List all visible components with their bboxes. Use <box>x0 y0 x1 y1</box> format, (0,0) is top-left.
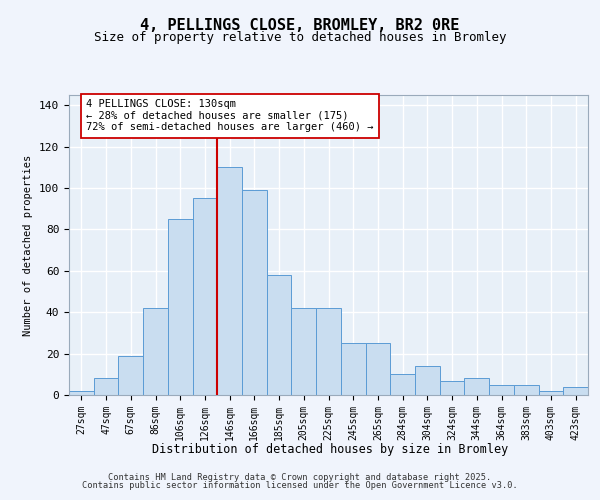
Text: Contains public sector information licensed under the Open Government Licence v3: Contains public sector information licen… <box>82 482 518 490</box>
Bar <box>440 380 464 395</box>
Bar <box>168 219 193 395</box>
Bar <box>514 384 539 395</box>
Bar <box>292 308 316 395</box>
Text: Distribution of detached houses by size in Bromley: Distribution of detached houses by size … <box>152 442 508 456</box>
Bar <box>316 308 341 395</box>
Bar <box>118 356 143 395</box>
Bar <box>539 391 563 395</box>
Bar <box>489 384 514 395</box>
Bar <box>365 344 390 395</box>
Text: Contains HM Land Registry data © Crown copyright and database right 2025.: Contains HM Land Registry data © Crown c… <box>109 472 491 482</box>
Bar <box>242 190 267 395</box>
Bar <box>415 366 440 395</box>
Bar <box>390 374 415 395</box>
Bar <box>563 386 588 395</box>
Bar <box>193 198 217 395</box>
Bar <box>464 378 489 395</box>
Bar <box>341 344 365 395</box>
Text: 4 PELLINGS CLOSE: 130sqm
← 28% of detached houses are smaller (175)
72% of semi-: 4 PELLINGS CLOSE: 130sqm ← 28% of detach… <box>86 99 373 132</box>
Bar <box>94 378 118 395</box>
Bar <box>143 308 168 395</box>
Bar <box>217 168 242 395</box>
Text: Size of property relative to detached houses in Bromley: Size of property relative to detached ho… <box>94 31 506 44</box>
Text: 4, PELLINGS CLOSE, BROMLEY, BR2 0RE: 4, PELLINGS CLOSE, BROMLEY, BR2 0RE <box>140 18 460 32</box>
Bar <box>69 391 94 395</box>
Y-axis label: Number of detached properties: Number of detached properties <box>23 154 34 336</box>
Bar <box>267 275 292 395</box>
